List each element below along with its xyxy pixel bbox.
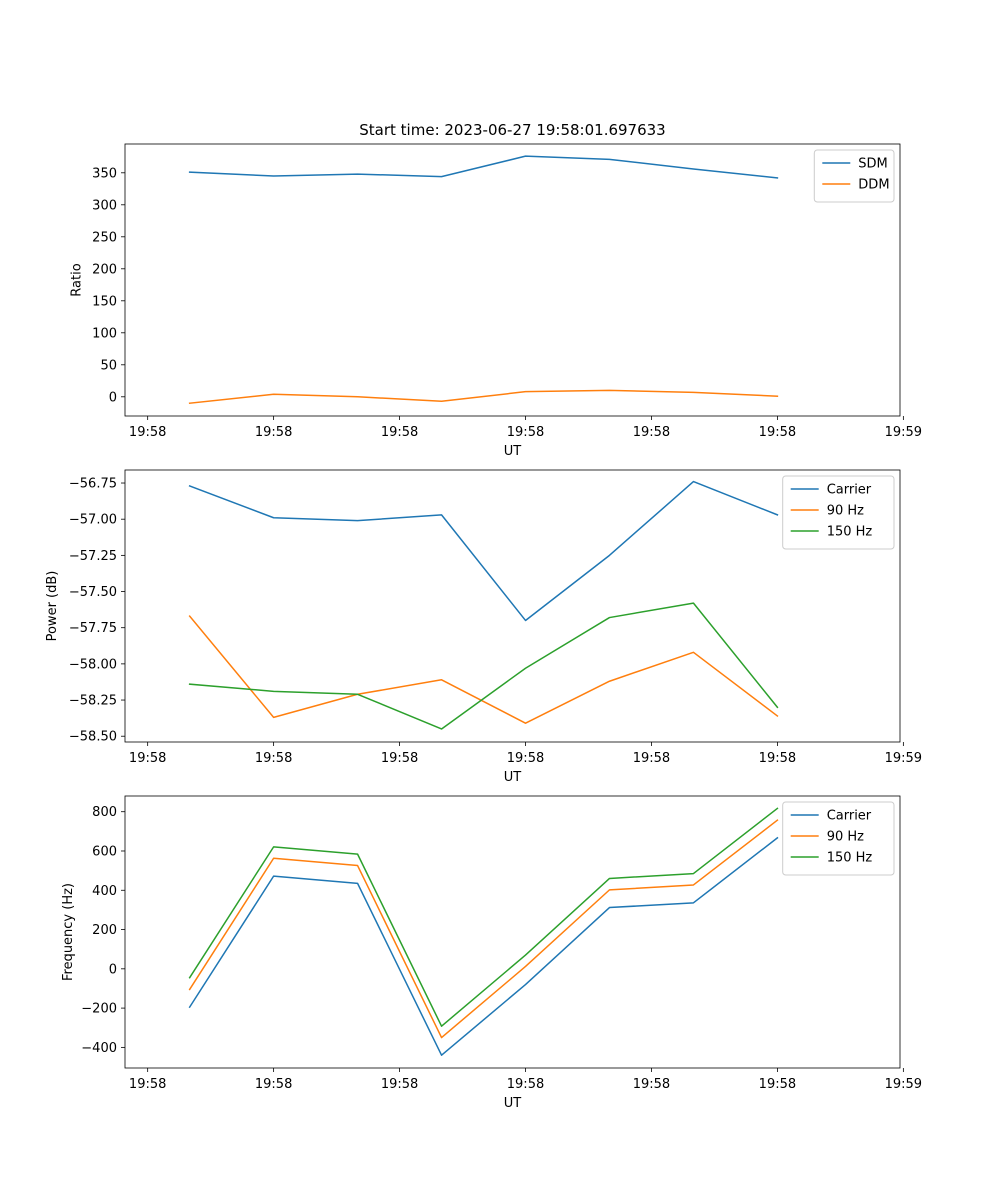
legend-entry: 150 Hz: [827, 851, 873, 866]
x-tick-label: 19:58: [129, 1077, 166, 1092]
y-tick-label: 100: [92, 326, 117, 341]
subplot-3: 19:58 19:58 19:58 19:58 19:58 19:58 19:59 −400 −…: [61, 795, 922, 1111]
x-tick-label: 19:58: [255, 751, 292, 766]
axes-frame: [124, 143, 901, 417]
x-tick-label: 19:58: [507, 425, 544, 440]
series-line-1-1: [188, 155, 779, 179]
y-tick-label: 800: [92, 805, 117, 820]
x-tick-label: 19:58: [255, 1077, 292, 1092]
y-axis-label: Power (dB): [45, 571, 60, 642]
x-axis-label: UT: [504, 1096, 522, 1111]
y-tick-label: −58.25: [69, 694, 117, 709]
y-axis-label: Ratio: [69, 263, 84, 296]
axes-frame: [124, 795, 901, 1069]
y-tick-label: −400: [81, 1041, 117, 1056]
x-axis-label: UT: [504, 770, 522, 785]
y-tick-label: 400: [92, 884, 117, 899]
series-line-3-2: [188, 819, 779, 1039]
legend-entry: 90 Hz: [827, 830, 864, 845]
series-line-2-1: [188, 480, 779, 622]
legend: Carrier 90 Hz 150 Hz: [782, 801, 895, 876]
x-tick-label: 19:58: [381, 1077, 418, 1092]
axes-frame: [124, 469, 901, 743]
x-tick-label: 19:58: [255, 425, 292, 440]
subplot-2: 19:58 19:58 19:58 19:58 19:58 19:58 19:59 −58.5…: [45, 469, 922, 785]
x-tick-label: 19:58: [633, 1077, 670, 1092]
x-tick-label: 19:59: [885, 425, 922, 440]
legend: Carrier 90 Hz 150 Hz: [782, 475, 895, 550]
y-tick-label: 200: [92, 262, 117, 277]
x-tick-label: 19:58: [129, 425, 166, 440]
x-tick-label: 19:58: [759, 1077, 796, 1092]
y-tick-label: 350: [92, 166, 117, 181]
legend-entry: SDM: [858, 157, 887, 172]
x-tick-label: 19:58: [381, 425, 418, 440]
y-tick-label: −58.00: [69, 657, 117, 672]
y-tick-label: 600: [92, 844, 117, 859]
y-tick-label: −200: [81, 1002, 117, 1017]
legend-entry: Carrier: [827, 483, 872, 498]
y-tick-label: 0: [109, 962, 117, 977]
series-line-1-2: [188, 389, 779, 405]
series-line-3-1: [188, 836, 779, 1056]
x-tick-label: 19:58: [507, 1077, 544, 1092]
y-tick-label: 250: [92, 230, 117, 245]
y-tick-label: −57.75: [69, 621, 117, 636]
y-tick-label: −57.25: [69, 549, 117, 564]
x-tick-label: 19:59: [885, 751, 922, 766]
x-tick-label: 19:59: [885, 1077, 922, 1092]
legend-entry: DDM: [858, 178, 889, 193]
x-tick-label: 19:58: [759, 751, 796, 766]
y-tick-label: −56.75: [69, 477, 117, 492]
x-tick-label: 19:58: [759, 425, 796, 440]
legend-entry: Carrier: [827, 809, 872, 824]
series-line-2-2: [188, 615, 779, 724]
legend: SDM DDM: [813, 149, 895, 203]
series-line-3-3: [188, 807, 779, 1027]
y-tick-label: 150: [92, 294, 117, 309]
x-tick-label: 19:58: [381, 751, 418, 766]
y-tick-label: 0: [109, 390, 117, 405]
x-tick-label: 19:58: [633, 425, 670, 440]
chart-title: Start time: 2023-06-27 19:58:01.697633: [359, 121, 665, 139]
x-tick-label: 19:58: [633, 751, 670, 766]
legend-entry: 90 Hz: [827, 504, 864, 519]
y-tick-label: 300: [92, 198, 117, 213]
y-axis-label: Frequency (Hz): [61, 883, 76, 981]
subplot-1: 19:58 19:58 19:58 19:58 19:58 19:58 19:59 0 50 10…: [69, 121, 922, 459]
x-tick-label: 19:58: [129, 751, 166, 766]
series-line-2-3: [188, 602, 779, 730]
x-tick-label: 19:58: [507, 751, 544, 766]
x-axis-label: UT: [504, 444, 522, 459]
y-tick-label: −57.50: [69, 585, 117, 600]
y-tick-label: −58.50: [69, 730, 117, 745]
y-tick-label: 200: [92, 923, 117, 938]
legend-entry: 150 Hz: [827, 525, 873, 540]
y-tick-label: −57.00: [69, 513, 117, 528]
y-tick-label: 50: [100, 358, 117, 373]
